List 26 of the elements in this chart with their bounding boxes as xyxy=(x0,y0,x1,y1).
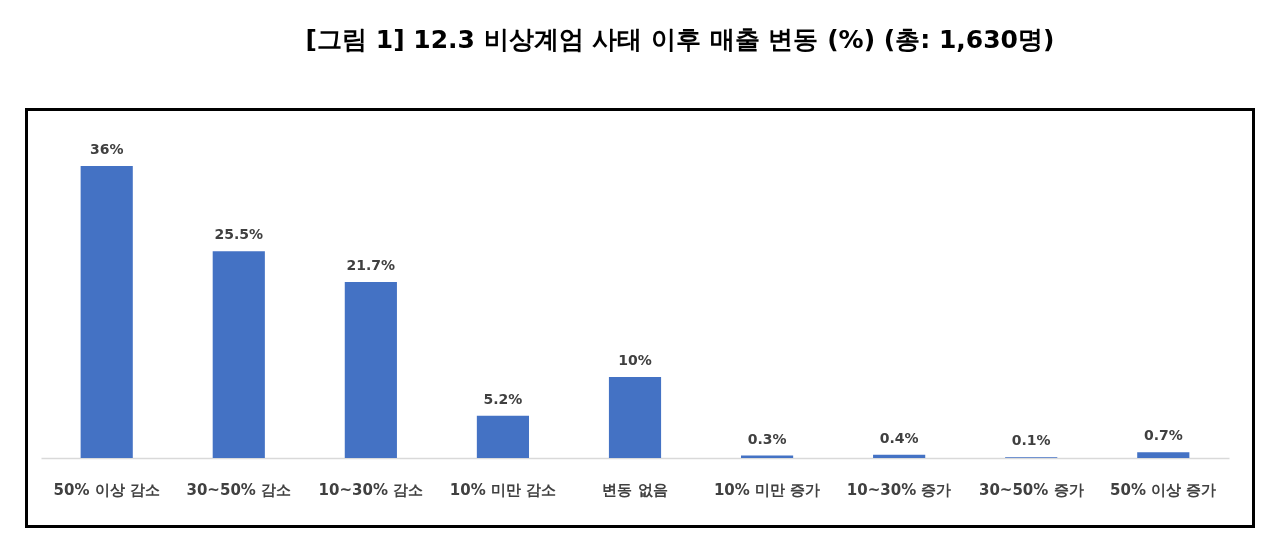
x-tick-label: 50% 이상 감소 xyxy=(53,480,160,499)
x-tick-label: 30~50% 감소 xyxy=(186,480,292,499)
x-tick-label: 30~50% 증가 xyxy=(978,480,1084,499)
data-label: 0.1% xyxy=(1011,432,1051,449)
chart-title: [그림 1] 12.3 비상계엄 사태 이후 매출 변동 (%) (총: 1,630명) xyxy=(305,25,1055,54)
data-label: 21.7% xyxy=(346,256,396,273)
bar xyxy=(1137,452,1190,458)
data-label: 0.4% xyxy=(879,429,919,446)
x-tick-label: 50% 이상 증가 xyxy=(1110,480,1217,499)
bar xyxy=(344,281,397,458)
bar xyxy=(212,251,265,458)
data-label: 5.2% xyxy=(483,390,523,407)
bar xyxy=(873,454,926,458)
bar xyxy=(80,166,133,458)
bar xyxy=(476,415,530,458)
x-tick-label: 변동 없음 xyxy=(602,480,668,499)
bar xyxy=(608,376,662,458)
x-tick-label: 10% 미만 증가 xyxy=(713,480,821,499)
data-label: 10% xyxy=(618,351,652,368)
data-label: 0.7% xyxy=(1143,427,1183,444)
x-tick-label: 10~30% 감소 xyxy=(318,480,424,499)
x-tick-label: 10~30% 증가 xyxy=(846,480,952,499)
x-tick-label: 10% 미만 감소 xyxy=(449,480,557,499)
data-label: 0.3% xyxy=(747,430,787,447)
data-label: 25.5% xyxy=(214,226,264,243)
data-label: 36% xyxy=(89,141,124,157)
